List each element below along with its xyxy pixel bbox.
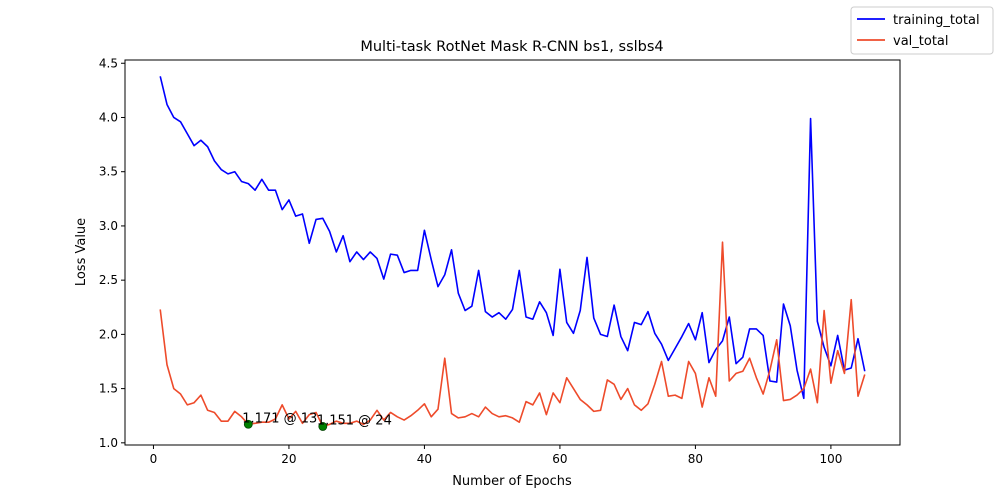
annotation-markers — [243, 419, 328, 431]
legend: training_total val_total — [850, 6, 994, 55]
x-tick-label: 40 — [417, 452, 432, 466]
min-point-annotation: 1.171 @ 13 — [242, 411, 317, 426]
y-tick-label: 4.5 — [99, 56, 118, 70]
y-tick-label: 4.0 — [99, 110, 118, 124]
annotation-labels: 1.171 @ 13 1.151 @ 24 — [242, 411, 392, 428]
y-tick-label: 3.5 — [99, 165, 118, 179]
plot-area: 1.171 @ 13 1.151 @ 24 — [124, 59, 901, 446]
y-tick-label: 3.0 — [99, 219, 118, 233]
y-axis: 1.0 1.5 2.0 2.5 3.0 3.5 4.0 4.5 — [99, 56, 125, 450]
legend-label-val-total: val_total — [893, 34, 949, 49]
chart-title: Multi-task RotNet Mask R-CNN bs1, sslbs4 — [360, 39, 663, 55]
x-tick-label: 100 — [819, 452, 842, 466]
x-axis-label: Number of Epochs — [452, 474, 572, 489]
legend-label-training-total: training_total — [893, 13, 980, 28]
x-axis: 0 20 40 60 80 100 — [150, 445, 842, 466]
x-tick-label: 20 — [281, 452, 296, 466]
y-axis-label: Loss Value — [74, 218, 89, 286]
y-tick-label: 2.0 — [99, 327, 118, 341]
legend-box — [850, 6, 994, 55]
series-line-training-total — [159, 76, 866, 400]
x-tick-label: 80 — [688, 452, 703, 466]
x-tick-label: 0 — [150, 452, 158, 466]
min-point-marker — [243, 419, 253, 429]
y-tick-label: 2.5 — [99, 273, 118, 287]
x-tick-label: 60 — [552, 452, 567, 466]
series-group — [159, 76, 866, 428]
min-point-marker — [318, 422, 328, 431]
min-point-annotation: 1.151 @ 24 — [317, 413, 392, 428]
y-tick-label: 1.0 — [99, 436, 118, 450]
plot-frame — [124, 59, 901, 446]
y-tick-label: 1.5 — [99, 382, 118, 396]
series-line-val-total — [159, 241, 866, 428]
